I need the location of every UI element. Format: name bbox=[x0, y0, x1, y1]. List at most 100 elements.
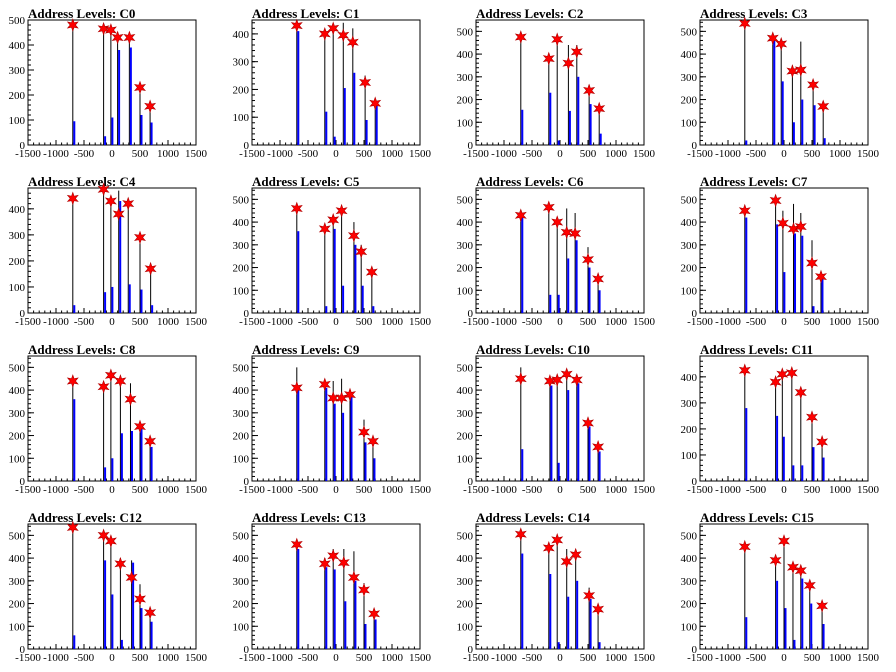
x-tick-label: -1500 bbox=[687, 484, 713, 496]
histogram-bar bbox=[325, 111, 328, 145]
peak-marker bbox=[318, 26, 331, 41]
plot-svg: 0 100 200 300 400 500 -1500 -1000 -500 0 500 1000 15… bbox=[233, 355, 432, 496]
y-tick-label: 200 bbox=[9, 90, 26, 102]
peak-marker bbox=[738, 363, 751, 378]
peak-marker bbox=[786, 560, 800, 575]
x-tick-label: 500 bbox=[580, 484, 597, 496]
y-tick-label: 100 bbox=[233, 453, 250, 465]
y-tick-label: 100 bbox=[233, 621, 250, 633]
x-tick-label: -1000 bbox=[491, 484, 517, 496]
peak-marker bbox=[738, 539, 751, 554]
peak-marker bbox=[814, 269, 828, 284]
peak-marker bbox=[337, 28, 350, 43]
histogram-bar bbox=[375, 103, 378, 145]
x-tick-label: 500 bbox=[580, 652, 597, 664]
histogram-bar bbox=[343, 88, 346, 145]
y-tick-label: 400 bbox=[233, 553, 250, 565]
histogram-bar bbox=[365, 120, 368, 145]
x-tick-label: -1500 bbox=[463, 148, 489, 160]
peak-marker bbox=[551, 32, 564, 47]
chart-panel: Address Levels: C0 0 100 200 300 400 500 -1500-… bbox=[0, 0, 224, 168]
chart-title: Address Levels: C0 bbox=[28, 6, 136, 21]
y-tick-label: 500 bbox=[9, 530, 26, 542]
chart-panel: Address Levels: C12 0 100 200 300 400 500 -1500… bbox=[0, 504, 224, 672]
peak-marker bbox=[775, 36, 788, 51]
peak-marker bbox=[290, 18, 303, 33]
x-tick-label: -1500 bbox=[15, 316, 41, 328]
peak-marker bbox=[542, 540, 555, 555]
plot-svg: 0 100 200 300 400 500 -1500 -1000 -500 0 500 1000 15… bbox=[457, 523, 656, 664]
x-tick-label: 0 bbox=[109, 148, 115, 160]
peak-marker bbox=[144, 261, 157, 276]
histogram-bar bbox=[822, 624, 825, 649]
x-tick-label: 0 bbox=[557, 652, 563, 664]
plot-frame bbox=[251, 187, 421, 314]
x-tick-label: 1000 bbox=[157, 652, 180, 664]
x-tick-label: -1500 bbox=[15, 652, 41, 664]
y-tick-label: 0 bbox=[20, 308, 26, 320]
peak-marker bbox=[359, 75, 372, 90]
x-tick-label: 1000 bbox=[829, 148, 852, 160]
y-tick-label: 400 bbox=[457, 217, 474, 229]
y-tick-label: 300 bbox=[681, 576, 698, 588]
y-tick-label: 200 bbox=[9, 431, 26, 443]
x-tick-label: 1500 bbox=[857, 316, 880, 328]
x-tick-label: -500 bbox=[746, 652, 767, 664]
x-tick-label: -1000 bbox=[715, 316, 741, 328]
histogram-bar bbox=[364, 442, 367, 481]
peak-marker bbox=[290, 380, 303, 395]
histogram-bar bbox=[104, 136, 107, 145]
x-tick-label: 500 bbox=[132, 148, 149, 160]
x-tick-label: -1000 bbox=[43, 652, 69, 664]
chart-title: Address Levels: C8 bbox=[28, 342, 136, 357]
histogram-bar bbox=[333, 569, 336, 649]
y-tick-label: 400 bbox=[457, 49, 474, 61]
x-tick-label: 1000 bbox=[829, 316, 852, 328]
peak-marker bbox=[581, 416, 595, 430]
x-tick-label: -1500 bbox=[15, 148, 41, 160]
peak-marker bbox=[365, 265, 378, 280]
peak-marker bbox=[366, 434, 380, 449]
x-tick-label: -500 bbox=[298, 148, 319, 160]
chart-panel: Address Levels: C1 0 100 200 300 400 -1500 -100… bbox=[224, 0, 448, 168]
histogram-bar bbox=[557, 642, 560, 649]
y-tick-label: 500 bbox=[233, 194, 250, 206]
peak-marker bbox=[794, 219, 807, 234]
y-tick-label: 0 bbox=[20, 644, 26, 656]
histogram-bar bbox=[745, 617, 748, 649]
histogram-bar bbox=[150, 122, 153, 145]
x-tick-label: 500 bbox=[356, 148, 373, 160]
peak-marker bbox=[570, 44, 583, 59]
peak-marker bbox=[104, 368, 117, 383]
x-tick-label: 1500 bbox=[857, 148, 880, 160]
peak-marker bbox=[551, 532, 564, 547]
x-tick-label: -1500 bbox=[239, 316, 265, 328]
y-tick-label: 200 bbox=[233, 263, 250, 275]
y-tick-label: 400 bbox=[457, 385, 474, 397]
chart-title: Address Levels: C10 bbox=[476, 342, 590, 357]
y-tick-label: 100 bbox=[233, 285, 250, 297]
y-tick-label: 500 bbox=[9, 362, 26, 374]
x-tick-label: 1000 bbox=[829, 652, 852, 664]
x-tick-label: -1500 bbox=[239, 148, 265, 160]
peak-marker bbox=[290, 201, 303, 216]
chart-panel: Address Levels: C8 0 100 200 300 400 500 -1500-… bbox=[0, 336, 224, 504]
x-tick-label: -500 bbox=[746, 484, 767, 496]
histogram-bar bbox=[297, 231, 300, 313]
histogram-bar bbox=[801, 99, 804, 145]
histogram-bar bbox=[813, 105, 816, 145]
histogram-bar bbox=[783, 272, 786, 313]
plot-svg: 0 100 200 300 400 500 -1500 -1000 -500 0 500 1000 15… bbox=[9, 520, 208, 664]
x-tick-label: 1500 bbox=[409, 148, 432, 160]
y-tick-label: 100 bbox=[9, 115, 26, 127]
x-tick-label: 0 bbox=[333, 484, 339, 496]
x-tick-label: 500 bbox=[804, 148, 821, 160]
x-tick-label: 1000 bbox=[605, 652, 628, 664]
histogram-bar bbox=[577, 76, 580, 145]
histogram-bar bbox=[575, 240, 578, 313]
plot-svg: 0 100 200 300 400 500 -1500 -1000 -500 0 500 1000 15… bbox=[681, 16, 880, 160]
x-tick-label: 0 bbox=[557, 148, 563, 160]
x-tick-label: -1000 bbox=[267, 652, 293, 664]
y-tick-label: 100 bbox=[681, 621, 698, 633]
y-tick-label: 200 bbox=[457, 263, 474, 275]
